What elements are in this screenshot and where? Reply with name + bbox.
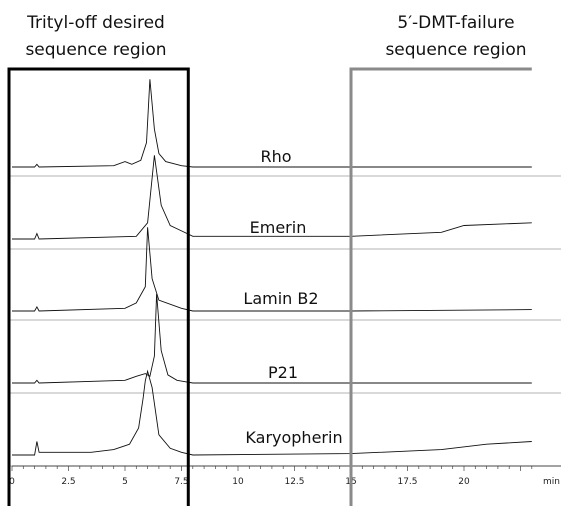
- trace-line-lamin-b2: [12, 227, 532, 312]
- trace-line-rho: [12, 79, 532, 168]
- trace-label-lamin-b2: Lamin B2: [243, 289, 318, 308]
- trace-label-p21: P21: [268, 363, 298, 382]
- trace-label-emerin: Emerin: [250, 218, 307, 237]
- trityl-off-region-box: [7, 67, 190, 506]
- right-region-header-line2: sequence region: [385, 40, 526, 60]
- x-tick-label-4: 10: [232, 477, 244, 487]
- trace-line-emerin: [12, 155, 532, 240]
- trace-line-karyopherin: [12, 369, 532, 456]
- x-tick-label-8: 20: [458, 477, 470, 487]
- x-tick-label-5: 12.5: [284, 477, 304, 487]
- x-unit-label: min: [543, 477, 560, 487]
- left-region-header-line1: Trityl-off desired: [26, 13, 165, 33]
- trace-line-p21: [12, 293, 532, 384]
- x-tick-label-1: 2.5: [61, 477, 75, 487]
- trace-label-rho: Rho: [260, 147, 291, 166]
- trace-label-karyopherin: Karyopherin: [245, 428, 342, 447]
- x-tick-label-3: 7.5: [174, 477, 188, 487]
- right-region-header-line1: 5′-DMT-failure: [397, 13, 514, 33]
- dmt-failure-region-box: [349, 67, 532, 506]
- x-tick-label-2: 5: [122, 477, 128, 487]
- x-tick-label-7: 17.5: [397, 477, 417, 487]
- left-region-header-line2: sequence region: [25, 40, 166, 60]
- x-tick-label-0: 0: [9, 477, 15, 487]
